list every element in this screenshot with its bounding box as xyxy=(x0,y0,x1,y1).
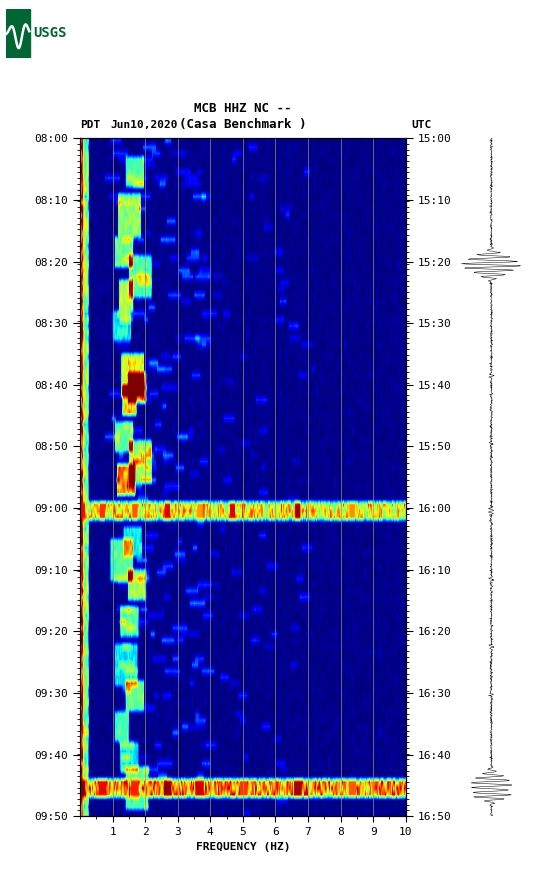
Text: USGS: USGS xyxy=(33,27,67,40)
Bar xyxy=(6,9,30,58)
Text: PDT: PDT xyxy=(80,120,100,130)
Text: (Casa Benchmark ): (Casa Benchmark ) xyxy=(179,119,306,131)
X-axis label: FREQUENCY (HZ): FREQUENCY (HZ) xyxy=(195,842,290,852)
Text: Jun10,2020: Jun10,2020 xyxy=(110,120,178,130)
Text: MCB HHZ NC --: MCB HHZ NC -- xyxy=(194,103,291,115)
Text: UTC: UTC xyxy=(411,120,432,130)
